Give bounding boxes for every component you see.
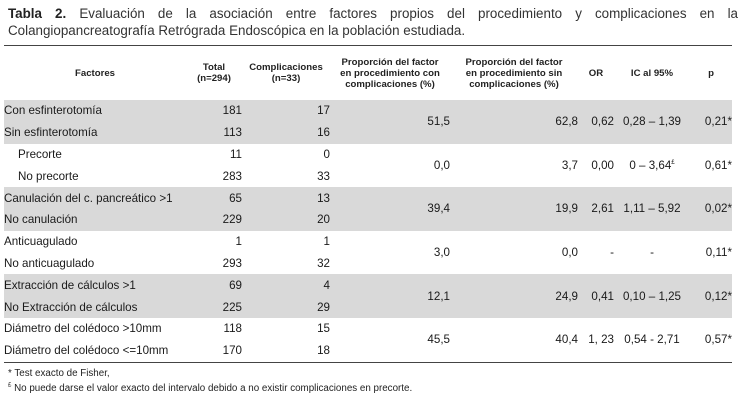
or-cell: 2,61	[578, 187, 614, 231]
header-ic: IC al 95%	[630, 67, 674, 79]
prop-sin-cell: 19,9	[450, 187, 578, 231]
ic-cell: 0 – 3,64£	[614, 144, 690, 188]
prop-sin-cell: 62,8	[450, 100, 578, 144]
header-complicaciones: Complicaciones (n=33)	[249, 62, 323, 84]
prop-con-cell: 3,0	[433, 246, 450, 260]
prop-con-cell: 12,1	[330, 274, 450, 318]
complicaciones-cell: 1	[323, 235, 330, 249]
table-row: Diámetro del colédoco <=10mm 170 18	[4, 340, 732, 362]
total-cell: 293	[222, 256, 242, 270]
total-cell: 113	[186, 121, 242, 144]
complicaciones-cell: 17	[242, 100, 330, 122]
ic-cell: 0,28 – 1,39	[614, 100, 690, 144]
total-cell: 283	[222, 169, 242, 183]
header-factores: Factores	[75, 67, 115, 79]
p-cell: 0,02*	[690, 187, 732, 231]
p-cell: 0,57*	[704, 333, 732, 347]
footnote-precorte: £ No puede darse el valor exacto del int…	[8, 383, 412, 395]
footnote-mark: £	[8, 382, 12, 389]
or-cell: 0,00	[591, 158, 614, 172]
header-total: Total (n=294)	[197, 62, 231, 84]
table-caption: Tabla 2. Evaluación de la asociación ent…	[8, 5, 738, 39]
factor-cell: No canulación	[4, 208, 186, 231]
or-cell: -	[610, 246, 614, 260]
p-cell: 0,12*	[690, 274, 732, 318]
total-cell: 69	[186, 274, 242, 297]
prop-sin-cell: 0,0	[561, 246, 578, 260]
or-cell: 0,62	[578, 100, 614, 144]
table-row: Extracción de cálculos >1 69 4 12,1 24,9…	[4, 274, 732, 318]
table-row: No precorte 283 33	[4, 165, 732, 187]
table-row: No canulación 229 20	[4, 208, 732, 231]
total-cell: 181	[186, 100, 242, 122]
header-prop-sin: Proporción del factor en procedimiento si…	[465, 56, 563, 90]
ic-cell: -	[650, 246, 654, 260]
ic-value: 0 – 3,64	[629, 158, 672, 172]
prop-sin-cell: 3,7	[561, 158, 578, 172]
total-cell: 11	[229, 147, 242, 161]
table-row: Anticuagulado 1 1 3,0 0,0 - - 0,11*	[4, 231, 732, 259]
total-cell: 1	[235, 235, 242, 249]
factor-cell: Diámetro del colédoco >10mm	[4, 322, 162, 336]
prop-con-cell: 39,4	[330, 187, 450, 231]
factor-cell: No anticuagulado	[4, 256, 95, 270]
ic-cell: 0,54 - 2,71	[624, 333, 680, 347]
table-row: No anticuagulado 293 32	[4, 253, 732, 275]
table-caption-label: Tabla 2.	[8, 6, 67, 21]
factor-cell: Extracción de cálculos >1	[4, 274, 186, 297]
table-row: Canulación del c. pancreático >1 65 13 3…	[4, 187, 732, 231]
complicaciones-cell: 15	[317, 322, 330, 336]
prop-sin-cell: 40,4	[555, 333, 578, 347]
header-row: Factores Total (n=294) Complicaciones (n=3…	[4, 46, 732, 100]
table-top-rule	[4, 45, 732, 46]
prop-con-cell: 45,5	[427, 333, 450, 347]
factor-cell: Canulación del c. pancreático >1	[4, 187, 186, 209]
header-prop-con: Proporción del factor en procedimiento co…	[340, 56, 440, 90]
total-cell: 170	[222, 344, 242, 358]
table-row: Precorte 11 0 0,0 3,7 0,00 0 – 3,64£ 0,6…	[4, 144, 732, 172]
factor-cell: Precorte	[18, 147, 62, 161]
complicaciones-cell: 16	[242, 121, 330, 144]
factor-cell: Diámetro del colédoco <=10mm	[4, 344, 169, 358]
total-cell: 65	[186, 187, 242, 209]
complicaciones-cell: 4	[242, 274, 330, 297]
or-cell: 1, 23	[588, 333, 614, 347]
or-cell: 0,41	[578, 274, 614, 318]
total-cell: 118	[223, 322, 242, 336]
p-cell: 0,11*	[705, 246, 732, 260]
prop-con-cell: 51,5	[330, 100, 450, 144]
footnote-fisher: * Test exacto de Fisher,	[8, 368, 110, 379]
complicaciones-cell: 20	[242, 208, 330, 231]
table-caption-text: Evaluación de la asociación entre factor…	[8, 6, 738, 38]
complicaciones-cell: 13	[242, 187, 330, 209]
ic-cell: 1,11 – 5,92	[614, 187, 690, 231]
table-row: Sin esfinterotomía 113 16	[4, 121, 732, 144]
table-bottom-rule	[4, 362, 732, 363]
ic-cell: 0,10 – 1,25	[614, 274, 690, 318]
factor-cell: Anticuagulado	[4, 235, 78, 249]
p-cell: 0,21*	[690, 100, 732, 144]
total-cell: 225	[186, 296, 242, 318]
complicaciones-cell: 32	[317, 256, 330, 270]
footnote-mark: £	[671, 160, 675, 167]
total-cell: 229	[186, 208, 242, 231]
factor-cell: Con esfinterotomía	[4, 100, 186, 122]
table-row: Diámetro del colédoco >10mm 118 15 45,5 …	[4, 318, 732, 346]
complicaciones-cell: 29	[242, 296, 330, 318]
prop-con-cell: 0,0	[433, 158, 450, 172]
table-row: Con esfinterotomía 181 17 51,5 62,8 0,62…	[4, 100, 732, 144]
table-row: No Extracción de cálculos 225 29	[4, 296, 732, 318]
header-or: OR	[588, 67, 604, 79]
complicaciones-cell: 0	[323, 147, 330, 161]
p-cell: 0,61*	[704, 158, 732, 172]
header-p: p	[708, 67, 714, 79]
complicaciones-cell: 33	[317, 169, 330, 183]
factor-cell: Sin esfinterotomía	[4, 121, 186, 144]
data-table: Factores Total (n=294) Complicaciones (n=3…	[4, 46, 732, 362]
factor-cell: No precorte	[18, 169, 79, 183]
complicaciones-cell: 18	[317, 344, 330, 358]
footnote-precorte-text: No puede darse el valor exacto del inter…	[14, 383, 413, 394]
prop-sin-cell: 24,9	[450, 274, 578, 318]
factor-cell: No Extracción de cálculos	[4, 296, 186, 318]
